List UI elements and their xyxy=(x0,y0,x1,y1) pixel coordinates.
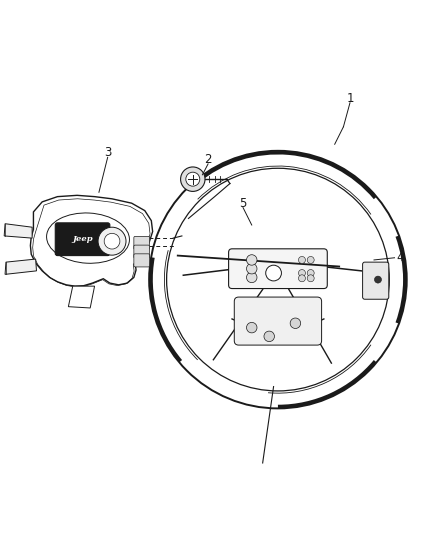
FancyBboxPatch shape xyxy=(363,262,389,299)
Circle shape xyxy=(298,256,305,263)
Text: 3: 3 xyxy=(104,147,111,159)
Circle shape xyxy=(104,233,120,249)
Ellipse shape xyxy=(243,251,321,277)
FancyBboxPatch shape xyxy=(134,254,150,267)
Circle shape xyxy=(166,168,389,391)
Text: 4: 4 xyxy=(396,251,404,264)
FancyBboxPatch shape xyxy=(134,245,150,258)
Circle shape xyxy=(186,172,200,186)
Text: 5: 5 xyxy=(239,197,247,209)
Polygon shape xyxy=(68,286,95,308)
FancyBboxPatch shape xyxy=(234,297,321,345)
Circle shape xyxy=(307,256,314,263)
Circle shape xyxy=(307,275,314,282)
Circle shape xyxy=(149,151,407,408)
Circle shape xyxy=(264,331,275,342)
Circle shape xyxy=(247,255,257,265)
Text: 1: 1 xyxy=(346,92,354,105)
Circle shape xyxy=(298,275,305,282)
Text: 2: 2 xyxy=(205,153,212,166)
Polygon shape xyxy=(5,259,36,274)
Polygon shape xyxy=(30,195,152,286)
Circle shape xyxy=(290,318,300,328)
FancyBboxPatch shape xyxy=(55,223,110,256)
Text: Jeep: Jeep xyxy=(72,236,93,244)
FancyBboxPatch shape xyxy=(229,249,327,288)
Circle shape xyxy=(247,272,257,282)
Circle shape xyxy=(98,227,126,255)
Circle shape xyxy=(298,270,305,277)
Circle shape xyxy=(180,167,205,191)
Polygon shape xyxy=(4,224,32,238)
Circle shape xyxy=(374,276,381,283)
Circle shape xyxy=(266,265,282,281)
Circle shape xyxy=(247,263,257,274)
Circle shape xyxy=(307,270,314,277)
Circle shape xyxy=(247,322,257,333)
FancyBboxPatch shape xyxy=(134,236,150,249)
